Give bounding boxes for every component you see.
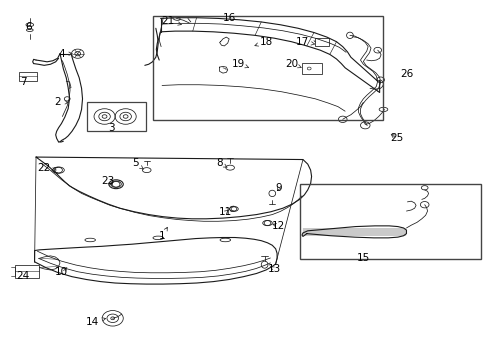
Text: 3: 3 bbox=[108, 123, 114, 133]
Text: 9: 9 bbox=[275, 183, 282, 193]
Text: 5: 5 bbox=[132, 158, 143, 169]
Bar bbox=[302, 63, 322, 74]
Bar bbox=[315, 38, 328, 46]
Bar bbox=[19, 72, 38, 81]
Text: 7: 7 bbox=[20, 77, 26, 87]
Text: 14: 14 bbox=[85, 317, 105, 327]
Text: 1: 1 bbox=[159, 227, 167, 242]
Text: 2: 2 bbox=[54, 98, 68, 107]
Text: 23: 23 bbox=[101, 176, 114, 186]
Text: 17: 17 bbox=[295, 37, 314, 47]
Text: 10: 10 bbox=[55, 267, 68, 278]
Text: 18: 18 bbox=[254, 37, 272, 47]
Text: 12: 12 bbox=[271, 221, 284, 231]
Text: 20: 20 bbox=[285, 59, 301, 68]
Text: 13: 13 bbox=[267, 264, 280, 274]
Bar bbox=[87, 102, 145, 131]
Text: 25: 25 bbox=[389, 133, 403, 143]
Text: 8: 8 bbox=[216, 158, 226, 168]
Bar bbox=[299, 184, 480, 259]
Text: 4: 4 bbox=[58, 49, 72, 59]
Bar bbox=[16, 265, 40, 278]
Text: 6: 6 bbox=[25, 22, 32, 32]
Text: 24: 24 bbox=[17, 271, 30, 281]
Text: 21: 21 bbox=[161, 15, 181, 26]
Text: 22: 22 bbox=[38, 163, 56, 173]
Text: 15: 15 bbox=[356, 253, 369, 262]
Text: 11: 11 bbox=[218, 207, 231, 217]
Text: 26: 26 bbox=[399, 69, 412, 79]
Text: 19: 19 bbox=[232, 59, 248, 68]
Bar bbox=[153, 16, 382, 120]
Text: 16: 16 bbox=[222, 13, 235, 23]
